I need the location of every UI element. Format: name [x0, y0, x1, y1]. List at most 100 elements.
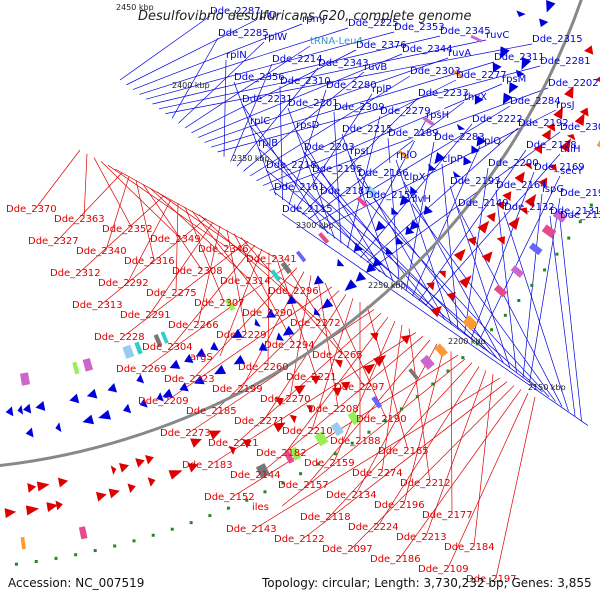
gene-label-reverse: Dde_2183 [182, 460, 233, 471]
gene-arrow [446, 291, 456, 302]
cog-band [289, 446, 302, 461]
gene-label-forward: ruvA [448, 48, 471, 59]
gene-label-forward: Dde_2131 [550, 206, 600, 217]
gene-arrow [363, 363, 375, 375]
gene-arrow [538, 177, 548, 188]
gene-label-reverse: Dde_2184 [444, 542, 495, 553]
gene-label-reverse: Dde_2177 [422, 510, 473, 521]
gene-label-reverse: Dde_2297 [334, 382, 385, 393]
leader-line-reverse [167, 286, 333, 401]
gene-label-forward: rplD [256, 10, 277, 21]
leader-line-forward [395, 159, 452, 325]
gene-arrow [22, 403, 32, 414]
cog-band [552, 208, 568, 223]
gene-label-reverse: iles [252, 502, 269, 513]
gene-label-reverse: Dde_2152 [204, 492, 255, 503]
gene-arrow [438, 270, 446, 279]
gene-label-forward: Dde_2215 [342, 124, 393, 135]
gene-arrow [579, 107, 589, 117]
gene-label-reverse: Dde_2265 [312, 350, 363, 361]
gene-arrow [195, 347, 207, 357]
leader-line-reverse [198, 214, 321, 323]
gene-arrow [385, 246, 394, 255]
gene-arrow [584, 45, 594, 55]
gene-arrow [110, 465, 117, 475]
leader-line-forward [403, 181, 504, 364]
gene-arrow [516, 10, 526, 18]
gene-arrow [231, 328, 243, 339]
gene-label-forward: rpsD [296, 120, 320, 131]
gene-arrow [574, 113, 585, 127]
gc-tick [399, 407, 403, 411]
gene-arrow [294, 385, 306, 395]
gene-label-forward: Dde_2311 [494, 52, 545, 63]
leader-line-reverse [114, 168, 277, 259]
gene-arrow [98, 409, 111, 420]
gene-arrow [566, 134, 576, 141]
leader-line-forward [262, 83, 503, 186]
leader-line-forward [295, 93, 373, 210]
gene-arrow [25, 505, 40, 516]
leader-line-reverse [307, 339, 431, 485]
gene-label-forward: Dde_2231 [242, 94, 293, 105]
gene-label-forward: rplP [372, 84, 391, 95]
leader-line-forward [145, 31, 395, 100]
gene-arrow [190, 438, 202, 448]
gene-label-forward: Dde_2202 [548, 78, 599, 89]
gene-label-reverse: Dde_2097 [322, 544, 373, 555]
gene-label-reverse: Dde_2260 [238, 362, 289, 373]
cog-band [493, 284, 508, 298]
gene-label-forward: Dde_2193 [450, 176, 501, 187]
cog-band [528, 242, 543, 256]
gene-arrow [426, 282, 435, 291]
leader-line-reverse [255, 377, 501, 529]
gene-label-reverse: Dde_2349 [150, 234, 201, 245]
gene-arrow [136, 373, 145, 384]
gc-tick [446, 369, 450, 373]
gc-tick [567, 236, 571, 240]
cog-band [259, 277, 269, 289]
gene-label-reverse: Dde_2165 [378, 446, 429, 457]
gene-arrow [156, 392, 164, 402]
leader-line-forward [197, 53, 403, 138]
gene-label-forward: Dde_2161 [274, 182, 325, 193]
gene-arrow [4, 508, 17, 519]
gene-arrow [395, 236, 404, 245]
gene-label-reverse: Dde_2209 [138, 396, 189, 407]
gene-arrow [55, 422, 62, 433]
accession-text: Accession: NC_007519 [8, 576, 145, 590]
gene-arrow [476, 135, 487, 147]
kbp-tick-label: 2200 kbp [448, 337, 486, 346]
leader-line-reverse [233, 354, 459, 497]
gene-arrow [428, 163, 437, 172]
topology-summary: Topology: circular; Length: 3,730,232 bp… [262, 576, 592, 590]
gene-arrow [546, 123, 556, 132]
gene-arrow [519, 207, 528, 215]
leader-line-forward [503, 211, 569, 412]
kbp-tick-label: 2300 kbp [296, 221, 334, 230]
leader-line-reverse [324, 282, 387, 419]
gene-label-reverse: Dde_2188 [330, 436, 381, 447]
gene-label-reverse: Dde_2186 [370, 554, 421, 565]
gene-label-reverse: Dde_2223 [164, 374, 215, 385]
gene-arrow [228, 445, 236, 455]
gene-arrow [214, 364, 227, 375]
gene-arrow [306, 404, 313, 414]
gene-arrow [107, 383, 118, 393]
gene-label-reverse: Dde_2290 [242, 308, 293, 319]
leader-line-reverse [447, 393, 529, 569]
gene-arrow [266, 309, 276, 318]
gc-tick [333, 452, 337, 456]
kbp-tick-label: 2350 kbp [232, 154, 270, 163]
cog-band [19, 372, 31, 386]
gc-tick [281, 481, 285, 485]
gene-arrow [456, 123, 466, 131]
leader-line-forward [288, 89, 327, 205]
gene-label-reverse: Dde_2229 [216, 330, 267, 341]
gene-arrow [399, 194, 411, 206]
gene-arrow [495, 201, 505, 210]
leader-line-forward [464, 167, 489, 335]
gene-label-forward: Dde_2233 [418, 88, 469, 99]
gene-label-reverse: Dde_2208 [308, 404, 359, 415]
gene-label-reverse: Dde_2197 [466, 574, 517, 585]
